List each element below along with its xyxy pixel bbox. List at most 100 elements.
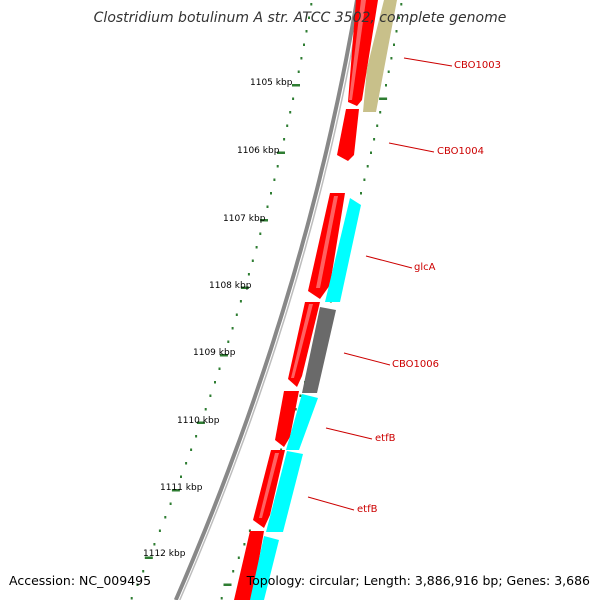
minor-tick [158,529,161,532]
cds-reverse-cyan [325,198,361,302]
scale-label-1109: 1109 kbp [193,348,236,358]
minor-tick [169,502,172,505]
cds-forward-highlight [259,453,279,518]
cds-reverse-gray [302,307,336,393]
minor-tick [292,97,295,100]
cds-forward [337,109,359,161]
minor-tick [393,43,395,46]
minor-tick [276,165,279,168]
minor-tick [387,70,390,73]
cds-reverse-cyan [286,394,318,450]
minor-tick [136,583,139,586]
minor-tick [398,16,400,19]
minor-tick [305,30,308,33]
minor-tick [232,570,235,573]
gene-label-etfb: etfB [375,433,396,444]
minor-tick [390,57,393,60]
cds-forward [234,531,264,600]
scale-label-1110: 1110 kbp [177,416,220,426]
scale-label-1107: 1107 kbp [223,214,266,224]
minor-tick [255,246,258,249]
minor-tick [237,556,240,559]
minor-tick [185,462,188,465]
minor-tick [273,178,276,181]
gene-label-cbo1004: CBO1004 [437,146,484,157]
major-tick [292,84,300,87]
cds-forward-highlight [291,304,313,378]
cds-forward [275,391,299,447]
major-tick [277,151,285,154]
cds-reverse-cyan [250,536,279,600]
minor-tick [248,529,251,532]
minor-tick [235,313,238,316]
scale-label-1105: 1105 kbp [250,78,293,88]
gene-labels: CBO1003 CBO1004 glcA CBO1006 etfB etfB [357,60,501,515]
scale-label-1106: 1106 kbp [237,146,280,156]
minor-tick [142,570,145,573]
scale-label-1111: 1111 kbp [160,483,203,493]
minor-tick [243,543,246,546]
outer-tick-dots [130,3,313,600]
gene-label-cbo1003: CBO1003 [454,60,501,71]
minor-tick [303,43,305,46]
major-tick [223,583,232,586]
genome-backbone-highlight [179,0,362,600]
topology-text: Topology: circular; Length: 3,886,916 bp… [246,573,590,588]
gene-label-etfb: etfB [357,504,378,515]
minor-tick [247,273,250,276]
minor-tick [308,16,310,19]
cds-forward [348,0,378,106]
minor-tick [153,543,156,546]
minor-tick [214,381,216,384]
minor-tick [220,597,223,600]
minor-tick [366,165,369,168]
major-tick [196,421,205,424]
label-leaders [307,57,453,511]
minor-tick [289,111,292,114]
scale-label-1112: 1112 kbp [143,549,186,559]
major-tick [240,286,249,289]
major-tick [171,489,180,492]
minor-tick [360,192,362,195]
minor-tick [373,138,376,141]
minor-tick [299,394,302,397]
accession-text: Accession: NC_009495 [9,573,152,588]
cds-reverse-olive [363,0,397,112]
minor-tick [239,300,242,303]
gene-label-glca: glcA [414,262,436,273]
gene-label-cbo1006: CBO1006 [392,359,439,370]
major-tick [379,97,388,100]
cds-forward-highlight [349,0,366,100]
minor-tick [270,192,272,195]
minor-tick [300,57,303,60]
minor-tick [395,30,398,33]
major-tick [144,556,153,559]
minor-tick [180,475,182,478]
minor-tick [286,124,289,127]
minor-tick [297,70,300,73]
cds-reverse-cyan [266,451,303,532]
minor-tick [379,111,382,114]
map-title: Clostridium botulinum A str. ATCC 3502, … [93,10,507,26]
forward-strand-track [234,0,378,600]
minor-tick [227,340,230,343]
minor-tick [130,597,133,600]
minor-tick [204,408,207,411]
minor-tick [283,138,286,141]
minor-tick [385,84,387,87]
minor-tick [370,151,372,154]
minor-tick [209,394,212,397]
minor-tick [294,408,297,411]
minor-tick [266,205,269,208]
cds-forward-highlight [316,196,338,288]
minor-tick [164,516,167,519]
minor-tick [259,232,262,235]
minor-tick [190,448,193,451]
minor-tick [280,448,283,451]
minor-tick [376,124,379,127]
reverse-strand-track [250,0,397,600]
cds-reverse-olive [375,0,393,50]
genome-backbone [173,0,359,600]
minor-tick [218,367,221,370]
